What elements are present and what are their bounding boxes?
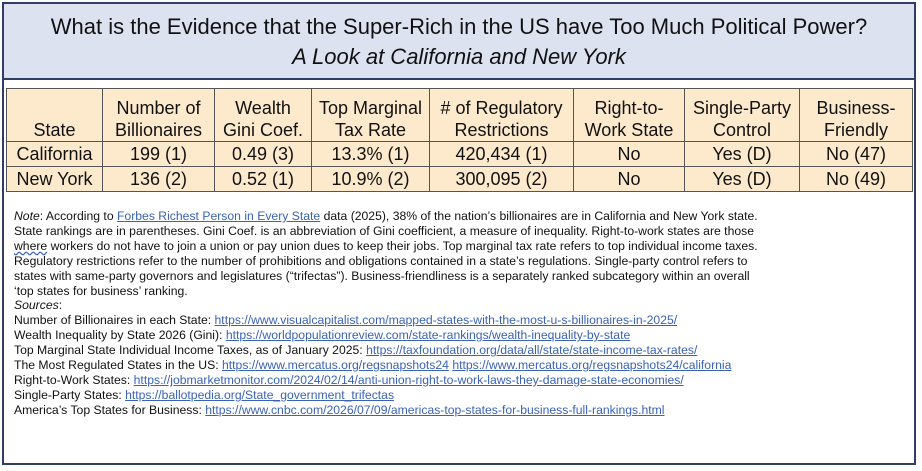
note-line: where workers do not have to join a unio… [14,238,758,253]
source-item: Top Marginal State Individual Income Tax… [14,343,910,358]
header-gini: Wealth Gini Coef. [214,88,312,142]
cell-single-party: Yes (D) [684,166,800,192]
source-item: The Most Regulated States in the US: htt… [14,358,910,373]
spellcheck-word: where [14,238,48,253]
source-label: Number of Billionaires in each State: [14,313,215,328]
main-title: What is the Evidence that the Super-Rich… [50,14,868,39]
cell-business-friendly: No (49) [799,166,913,192]
table-header-row: State Number of Billionaires Wealth Gini C… [6,88,913,142]
cell-business-friendly: No (47) [799,141,913,167]
note-line: states with same-party governors and leg… [14,268,750,283]
source-link[interactable]: https://taxfoundation.org/data/all/state… [366,343,698,358]
source-link[interactable]: https://ballotpedia.org/State_government… [125,387,395,402]
source-link[interactable]: https://www.mercatus.org/regsnapshots24 [221,358,449,373]
note-line: Regulatory restrictions refer to the num… [14,253,748,268]
cell-right-to-work: No [573,141,685,167]
source-item: Single-Party States: https://ballotpedia… [14,388,910,403]
source-link[interactable]: https://jobmarketmonitor.com/2024/02/14/… [133,372,684,387]
subtitle: A Look at California and New York [292,44,626,69]
cell-gini: 0.52 (1) [214,166,312,192]
header-billionaires: Number of Billionaires [102,88,215,142]
cell-regulations: 420,434 (1) [429,141,574,167]
cell-single-party: Yes (D) [684,141,800,167]
source-link[interactable]: https://worldpopulationreview.com/state-… [225,328,631,343]
notes-section: Note: According to Forbes Richest Person… [14,209,910,418]
cell-billionaires: 136 (2) [102,166,215,192]
header-single-party: Single-Party Control [684,88,800,142]
title-banner: What is the Evidence that the Super-Rich… [4,4,914,80]
source-label: Right-to-Work States: [14,372,134,387]
table-row: New York 136 (2) 0.52 (1) 10.9% (2) 300,… [6,166,913,192]
header-regulations: # of Regulatory Restrictions [429,88,574,142]
cell-tax-rate: 10.9% (2) [311,166,430,192]
comparison-table: State Number of Billionaires Wealth Gini C… [6,88,913,192]
note-line: Note: According to Forbes Richest Person… [14,209,758,223]
source-item: Wealth Inequality by State 2026 (Gini): … [14,328,910,343]
cell-state: California [6,141,103,167]
source-link[interactable]: https://www.cnbc.com/2026/07/09/americas… [205,402,665,417]
note-line: ‘top states for business’ ranking. [14,283,188,298]
header-business-friendly: Business- Friendly [799,88,913,142]
header-right-to-work: Right-to- Work State [573,88,685,142]
sources-list: Number of Billionaires in each State: ht… [14,313,910,417]
forbes-link[interactable]: Forbes Richest Person in Every State [116,209,321,223]
cell-right-to-work: No [573,166,685,192]
source-item: Right-to-Work States: https://jobmarketm… [14,373,910,388]
source-label: Single-Party States: [14,387,126,402]
source-label: America’s Top States for Business: [14,402,206,417]
cell-regulations: 300,095 (2) [429,166,574,192]
source-link[interactable]: https://www.mercatus.org/regsnapshots24/… [452,358,732,373]
cell-billionaires: 199 (1) [102,141,215,167]
cell-tax-rate: 13.3% (1) [311,141,430,167]
source-label: Top Marginal State Individual Income Tax… [14,343,367,358]
infographic-frame: What is the Evidence that the Super-Rich… [2,2,916,465]
header-state: State [6,88,103,142]
cell-state: New York [6,166,103,192]
table-row: California 199 (1) 0.49 (3) 13.3% (1) 42… [6,141,913,167]
source-link[interactable]: https://www.visualcapitalist.com/mapped-… [214,313,678,328]
header-tax-rate: Top Marginal Tax Rate [311,88,430,142]
source-item: America’s Top States for Business: https… [14,403,910,418]
source-label: Wealth Inequality by State 2026 (Gini): [14,328,226,343]
note-line: State rankings are in parentheses. Gini … [14,223,754,238]
cell-gini: 0.49 (3) [214,141,312,167]
source-label: The Most Regulated States in the US: [14,358,222,373]
sources-heading: Sources: [14,298,63,313]
note-label: Note [14,209,40,223]
source-item: Number of Billionaires in each State: ht… [14,313,910,328]
